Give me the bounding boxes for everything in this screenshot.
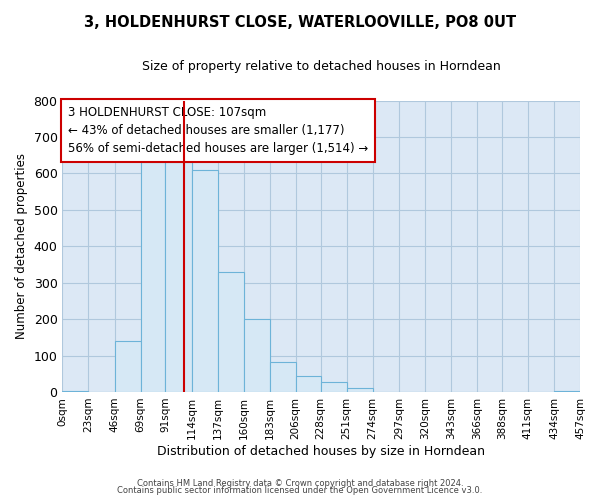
Bar <box>191 170 218 392</box>
Bar <box>269 362 296 392</box>
Bar <box>554 391 580 392</box>
Bar <box>115 341 140 392</box>
Bar <box>140 162 166 392</box>
Bar <box>347 388 373 392</box>
Bar <box>244 319 269 392</box>
Bar <box>218 272 244 392</box>
Bar <box>320 382 347 392</box>
Bar <box>166 162 191 392</box>
Bar <box>296 376 320 392</box>
Text: 3 HOLDENHURST CLOSE: 107sqm
← 43% of detached houses are smaller (1,177)
56% of : 3 HOLDENHURST CLOSE: 107sqm ← 43% of det… <box>68 106 368 156</box>
Text: 3, HOLDENHURST CLOSE, WATERLOOVILLE, PO8 0UT: 3, HOLDENHURST CLOSE, WATERLOOVILLE, PO8… <box>84 15 516 30</box>
Text: Contains HM Land Registry data © Crown copyright and database right 2024.: Contains HM Land Registry data © Crown c… <box>137 478 463 488</box>
Text: Contains public sector information licensed under the Open Government Licence v3: Contains public sector information licen… <box>118 486 482 495</box>
Bar <box>62 391 88 392</box>
Y-axis label: Number of detached properties: Number of detached properties <box>15 154 28 340</box>
X-axis label: Distribution of detached houses by size in Horndean: Distribution of detached houses by size … <box>157 444 485 458</box>
Title: Size of property relative to detached houses in Horndean: Size of property relative to detached ho… <box>142 60 500 73</box>
